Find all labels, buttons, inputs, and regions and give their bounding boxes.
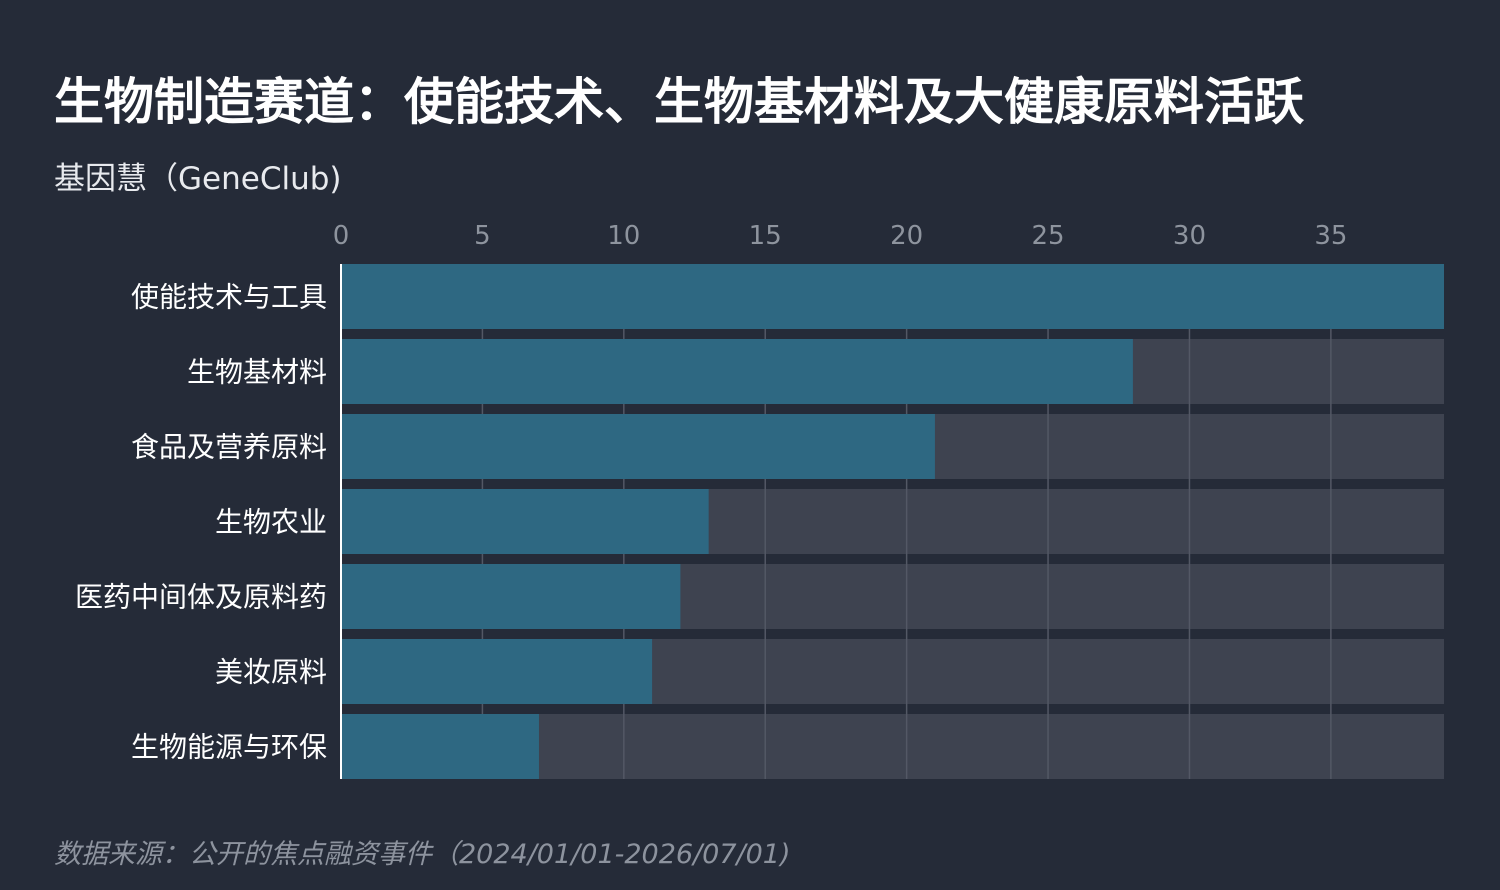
x-tick-label: 15 <box>749 221 782 251</box>
bar <box>341 339 1133 404</box>
bar <box>341 564 681 629</box>
bar <box>341 264 1444 329</box>
x-tick-label: 0 <box>333 221 350 251</box>
category-label: 生物能源与环保 <box>131 731 327 764</box>
x-tick-label: 30 <box>1173 221 1206 251</box>
bar <box>341 639 653 704</box>
x-tick-label: 5 <box>474 221 491 251</box>
category-label: 生物基材料 <box>187 356 327 389</box>
bar <box>341 714 539 779</box>
category-label: 生物农业 <box>215 506 327 539</box>
category-label: 使能技术与工具 <box>131 281 327 314</box>
x-tick-label: 35 <box>1314 221 1347 251</box>
bar <box>341 489 709 554</box>
data-source-note: 数据来源：公开的焦点融资事件（2024/01/01-2026/07/01) <box>54 839 791 870</box>
x-tick-label: 25 <box>1032 221 1065 251</box>
category-label: 美妆原料 <box>215 656 327 689</box>
chart-title: 生物制造赛道：使能技术、生物基材料及大健康原料活跃 <box>54 73 1304 131</box>
chart-subtitle: 基因慧（GeneClub) <box>54 161 342 197</box>
bar <box>341 414 935 479</box>
category-label: 食品及营养原料 <box>131 431 327 464</box>
x-tick-label: 20 <box>890 221 923 251</box>
x-tick-label: 10 <box>607 221 640 251</box>
category-label: 医药中间体及原料药 <box>75 581 327 614</box>
